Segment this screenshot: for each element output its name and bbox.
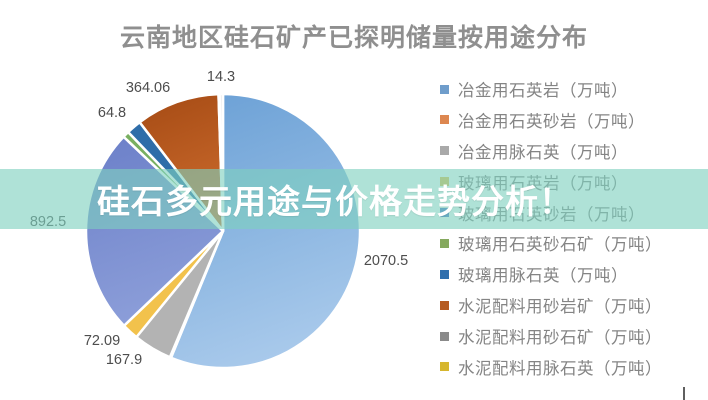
legend-item-label: 玻璃用石英砂石矿（万吨） (458, 235, 662, 255)
data-label: 14.3 (206, 69, 236, 85)
legend-color-swatch (440, 331, 449, 341)
data-label: 2070.5 (363, 253, 409, 269)
legend-item-label: 玻璃用脉石英（万吨） (458, 266, 628, 286)
legend-item: 水泥配料用脉石英（万吨） (440, 358, 702, 378)
legend-item: 玻璃用脉石英（万吨） (440, 265, 702, 286)
legend-item: 水泥配料用砂石矿（万吨） (440, 327, 702, 347)
chart-title: 云南地区硅石矿产已探明储量按用途分布 (119, 25, 588, 52)
legend-color-swatch (440, 362, 449, 372)
data-label: 64.8 (97, 105, 127, 121)
legend-item: 冶金用脉石英（万吨） (440, 142, 702, 162)
legend-color-swatch (440, 300, 449, 310)
legend-color-swatch (440, 146, 449, 156)
watermark-banner: 硅石多元用途与价格走势分析！ (0, 169, 708, 229)
data-label: 167.9 (105, 352, 143, 368)
legend-item-label: 水泥配料用砂石矿（万吨） (458, 328, 662, 347)
legend-item-label: 冶金用脉石英（万吨） (458, 142, 628, 162)
legend-color-swatch (440, 269, 449, 279)
legend-item-label: 水泥配料用砂岩矿（万吨） (458, 297, 662, 317)
pie-slice (169, 92, 362, 370)
legend-item-label: 水泥配料用脉石英（万吨） (458, 358, 662, 378)
legend-color-swatch (440, 84, 449, 94)
pie-chart (84, 92, 362, 370)
legend-color-swatch (440, 115, 449, 125)
legend-item: 冶金用石英岩（万吨） (440, 80, 702, 100)
legend-color-swatch (440, 238, 449, 248)
legend-item-label: 冶金用石英砂岩（万吨） (458, 111, 645, 131)
legend-item: 水泥配料用砂岩矿（万吨） (440, 296, 702, 317)
legend-item: 冶金用石英砂岩（万吨） (440, 111, 702, 131)
watermark-text: 硅石多元用途与价格走势分析！ (97, 183, 573, 220)
stray-mark (683, 387, 685, 400)
legend-item-label: 冶金用石英岩（万吨） (458, 81, 628, 100)
data-label: 364.06 (125, 80, 171, 96)
legend-item: 玻璃用石英砂石矿（万吨） (440, 234, 702, 255)
data-label: 72.09 (83, 333, 121, 349)
